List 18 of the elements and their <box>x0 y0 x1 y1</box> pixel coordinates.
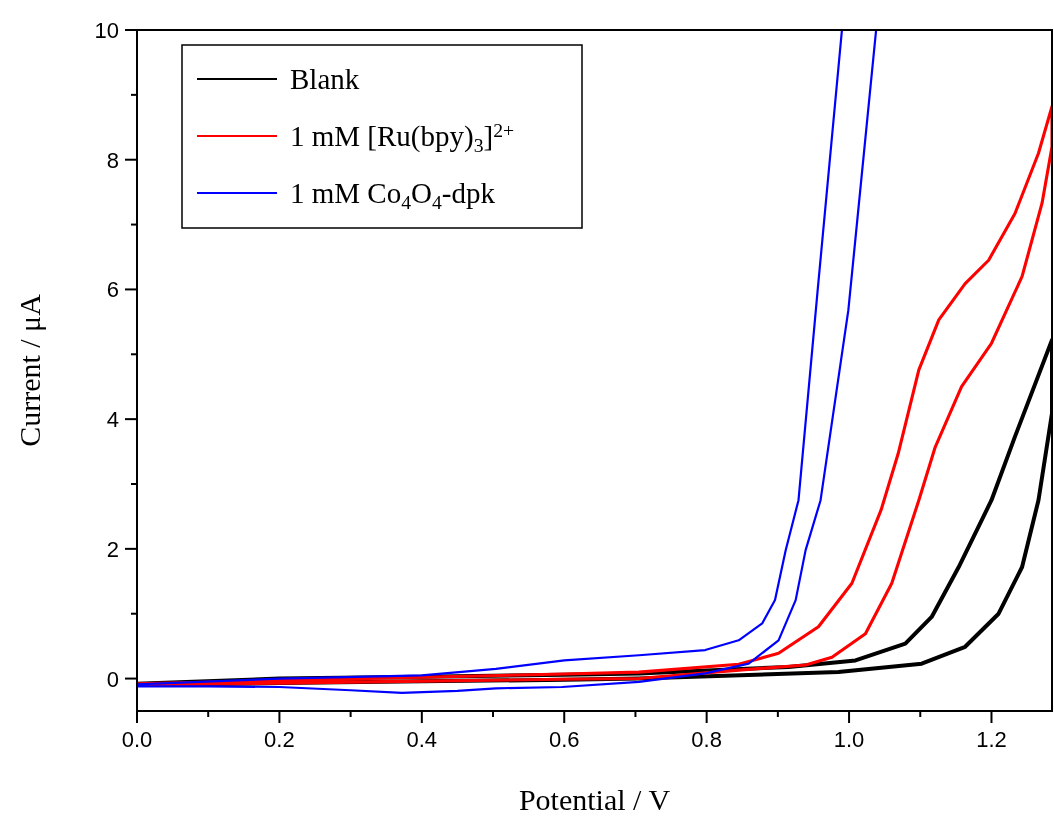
y-tick-label: 10 <box>94 18 119 43</box>
x-tick-label: 1.2 <box>976 727 1007 752</box>
legend-label: 1 mM [Ru(bpy)$_{3}$]$^{2+}$ <box>290 119 515 156</box>
legend-label: 1 mM Co$_{4}$O$_{4}$-dpk <box>290 177 496 213</box>
x-tick-label: 0.0 <box>121 727 153 752</box>
y-tick-label: 4 <box>106 407 119 433</box>
x-tick-label: 1.0 <box>833 727 865 752</box>
x-tick-label: 0.4 <box>406 727 438 752</box>
legend-label: Blank <box>290 63 360 95</box>
x-tick-label: 0.8 <box>691 727 722 752</box>
y-axis-title: Current / μA <box>13 293 46 447</box>
x-tick-label: 0.6 <box>548 727 580 752</box>
x-axis-title: Potential / V <box>518 783 671 816</box>
y-tick-label: 0 <box>106 666 119 692</box>
y-tick-label: 2 <box>106 536 119 562</box>
y-tick-label: 8 <box>106 147 119 173</box>
y-tick-label: 6 <box>106 277 119 303</box>
x-tick-label: 0.2 <box>264 727 295 752</box>
